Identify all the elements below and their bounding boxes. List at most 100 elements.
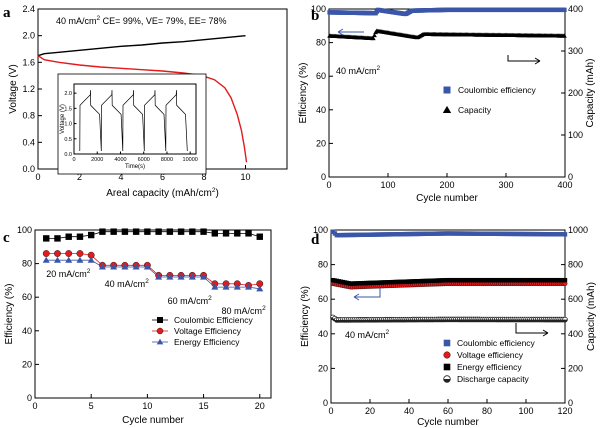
d-ytick-label: 40	[318, 329, 328, 339]
b-xlabel: Cycle number	[416, 193, 478, 204]
b-annotation: 40 mA/cm2	[336, 65, 381, 76]
b-xtick-label: 100	[380, 180, 395, 190]
a-annotation: 40 mA/cm2 CE= 99%, VE= 79%, EE= 78%	[56, 15, 226, 26]
d-point-fill	[562, 319, 568, 323]
c-point	[98, 263, 106, 270]
panel-d: 0 20 40 60 80 100 1200204060801000200400600800…	[300, 225, 597, 428]
b-series-capacity	[327, 28, 567, 41]
c-point	[211, 230, 219, 237]
d-point	[562, 316, 568, 323]
a-xlabel-part: 2	[212, 187, 216, 194]
d-xtick-label: 20	[365, 406, 375, 416]
a-inset-ytick-label: 1.0	[64, 122, 72, 128]
d-point	[562, 232, 568, 237]
a-inset-ytick-label: 0.0	[64, 152, 72, 158]
b-legend-marker-1	[442, 105, 452, 114]
a-xtick-label: 2	[77, 172, 82, 182]
b-ytick-label: 0	[321, 172, 326, 182]
panel-label-a: a	[3, 5, 11, 21]
c-annotation-2: 60 mA/cm2	[168, 295, 213, 306]
d-annotation: 40 mA/cm2	[345, 329, 390, 340]
d-ytick-label: 100	[313, 225, 328, 235]
c-annotation-1-part: 40 mA/cm	[105, 279, 146, 289]
c-point	[132, 228, 140, 235]
b-ytick-label: 80	[316, 38, 326, 48]
b-y2tick-label: 400	[568, 4, 583, 14]
b-arrow-left	[337, 28, 364, 36]
d-y2tick-label: 1000	[568, 225, 588, 235]
d-y2tick-label: 0	[568, 398, 573, 408]
a-ylabel: Voltage (V)	[8, 64, 19, 113]
c-point	[189, 228, 196, 235]
d-xtick-label: 60	[443, 406, 453, 416]
c-point	[222, 283, 230, 290]
a-xtick-label: 0	[35, 172, 40, 182]
b-y2tick-label: 0	[568, 172, 573, 182]
c-point	[233, 283, 241, 290]
c-point	[76, 250, 84, 257]
a-xlabel-part: Areal capacity (mAh/cm	[106, 188, 212, 199]
d-ytick-label: 60	[318, 294, 328, 304]
c-point	[76, 256, 84, 263]
b-annotation-part: 40 mA/cm	[336, 66, 377, 76]
d-series-discharge-capacity	[330, 314, 568, 323]
a-ytick-label: 0.4	[22, 137, 35, 147]
c-point	[76, 233, 84, 240]
panel-b: 0 100 200 300 400020406080100010020030040040…	[298, 4, 596, 204]
c-point	[65, 256, 73, 263]
c-annotation-3: 80 mA/cm2	[222, 305, 267, 316]
b-point	[562, 7, 567, 13]
d-series-voltage-efficiency	[330, 281, 568, 290]
a-xtick-label: 4	[118, 172, 123, 182]
c-point	[222, 230, 230, 237]
a-inset-xtick-label: 0	[72, 157, 75, 163]
c-point	[42, 250, 50, 257]
d-legend-label-3: Discharge capacity	[457, 374, 530, 384]
d-ytick-label: 20	[318, 363, 328, 373]
c-point	[121, 263, 129, 270]
c-point	[256, 233, 263, 240]
b-y2tick-label: 100	[568, 130, 583, 140]
b-ytick-label: 60	[316, 71, 326, 81]
c-point	[211, 283, 219, 290]
c-ylabel: Efficiency (%)	[4, 284, 15, 345]
c-point	[155, 228, 162, 235]
c-point	[121, 228, 129, 235]
c-annotation-0: 20 mA/cm2	[46, 268, 91, 279]
c-point	[65, 233, 72, 240]
c-point	[245, 230, 252, 237]
d-xtick-label: 40	[404, 406, 414, 416]
d-point	[562, 277, 568, 283]
a-inset-xtick-label: 10000	[183, 157, 198, 163]
a-ytick-label: 1.2	[22, 84, 35, 94]
c-ytick-label: 0	[27, 393, 32, 403]
c-point	[144, 228, 151, 235]
c-legend-label-1: Voltage Efficiency	[174, 326, 242, 336]
c-legend-marker-2	[156, 338, 164, 345]
c-legend-label-0: Coulombic Efficiency	[174, 315, 253, 325]
a-inset-frame	[73, 83, 197, 155]
c-point	[155, 273, 163, 280]
a-ytick-label: 2.0	[22, 31, 35, 41]
c-point	[245, 283, 253, 290]
c-annotation-1: 40 mA/cm2	[105, 278, 150, 289]
a-inset-ytick-label: 0.5	[64, 137, 72, 143]
a-ytick-label: 0.0	[22, 164, 35, 174]
c-ytick-label: 100	[17, 225, 32, 235]
c-series-energy-efficiency	[42, 256, 264, 292]
d-ylabel: Efficiency (%)	[300, 286, 311, 347]
c-ytick-label: 80	[22, 259, 32, 269]
c-point	[42, 256, 50, 263]
d-xtick-label: 80	[482, 406, 492, 416]
a-xlabel: Areal capacity (mAh/cm2)	[106, 187, 219, 199]
b-legend-label-1: Capacity	[458, 105, 492, 115]
c-point	[166, 228, 174, 235]
c-point	[54, 235, 61, 242]
c-ytick-label: 40	[22, 326, 32, 336]
panel-a: 0 2 4 6 8 100.00.40.81.21.62.02.440 mA/cm2 CE…	[8, 4, 288, 199]
a-inset-ytick-label: 1.5	[64, 106, 72, 112]
d-series-coulombic-efficiency	[330, 229, 568, 238]
b-arrow-right	[507, 55, 541, 65]
